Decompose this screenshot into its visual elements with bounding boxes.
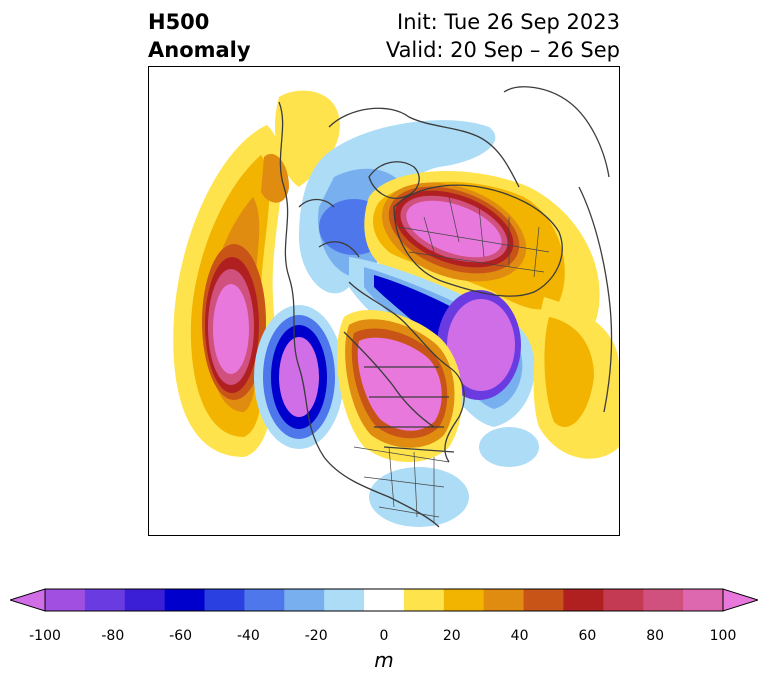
colorbar-ticks: -100 -80 -60 -40 -20 0 20 40 60 80 100: [0, 628, 768, 648]
colorbar-tick-label: -80: [101, 628, 125, 644]
title-line-2: Anomaly: [148, 38, 251, 62]
colorbar-swatch: [284, 589, 325, 611]
map-panel: [148, 66, 620, 536]
colorbar-tick-label: 20: [442, 628, 461, 644]
title-line-1: H500: [148, 10, 210, 34]
anomaly-pos-northamerica: [336, 309, 463, 462]
colorbar-swatch: [324, 589, 365, 611]
colorbar-extend-high: [722, 588, 758, 612]
colorbar-swatch: [563, 589, 604, 611]
valid-text: Valid: 20 Sep – 26 Sep: [385, 38, 620, 62]
colorbar-tick-label: 100: [709, 628, 737, 644]
colorbar: [10, 588, 758, 612]
colorbar-swatch: [643, 589, 684, 611]
colorbar-tick-label: -40: [236, 628, 260, 644]
colorbar-swatch: [683, 589, 724, 611]
colorbar-swatch: [483, 589, 525, 611]
anomaly-pos-east: [533, 297, 619, 459]
colorbar-unit: m: [374, 648, 394, 672]
colorbar-tick-label: -20: [304, 628, 328, 644]
colorbar-outline: [44, 588, 724, 612]
colorbar-tick-label: -60: [169, 628, 193, 644]
init-text: Init: Tue 26 Sep 2023: [397, 10, 620, 34]
colorbar-extend-low: [10, 588, 46, 612]
colorbar-tick-label: -100: [29, 628, 61, 644]
coastlines: [278, 86, 613, 528]
anomaly-pos-pacific: [173, 125, 282, 457]
anomaly-pos-eurasia: [364, 170, 600, 367]
colorbar-swatch: [403, 589, 445, 611]
colorbar-swatch: [523, 589, 564, 611]
anomaly-neg-pacificnw: [254, 305, 344, 449]
colorbar-swatch: [124, 589, 166, 611]
colorbar-swatch: [45, 589, 86, 611]
colorbar-tick-label: 80: [646, 628, 665, 644]
colorbar-swatch: [443, 589, 485, 611]
colorbar-tick-label: 40: [510, 628, 529, 644]
colorbar-tick-label: 60: [578, 628, 597, 644]
anomaly-neg-south: [369, 427, 539, 527]
map-subtitle: Init: Tue 26 Sep 2023 Valid: 20 Sep – 26…: [386, 8, 620, 64]
colorbar-swatch: [84, 589, 126, 611]
country-borders: [353, 196, 550, 522]
colorbar-swatch: [164, 589, 206, 611]
colorbar-swatch: [603, 589, 644, 611]
colorbar-swatch: [364, 589, 405, 611]
anomaly-map: [173, 86, 619, 528]
colorbar-swatch: [204, 589, 245, 611]
colorbar-swatch: [244, 589, 285, 611]
map-title: H500 Anomaly: [148, 8, 251, 64]
colorbar-tick-label: 0: [379, 628, 389, 644]
